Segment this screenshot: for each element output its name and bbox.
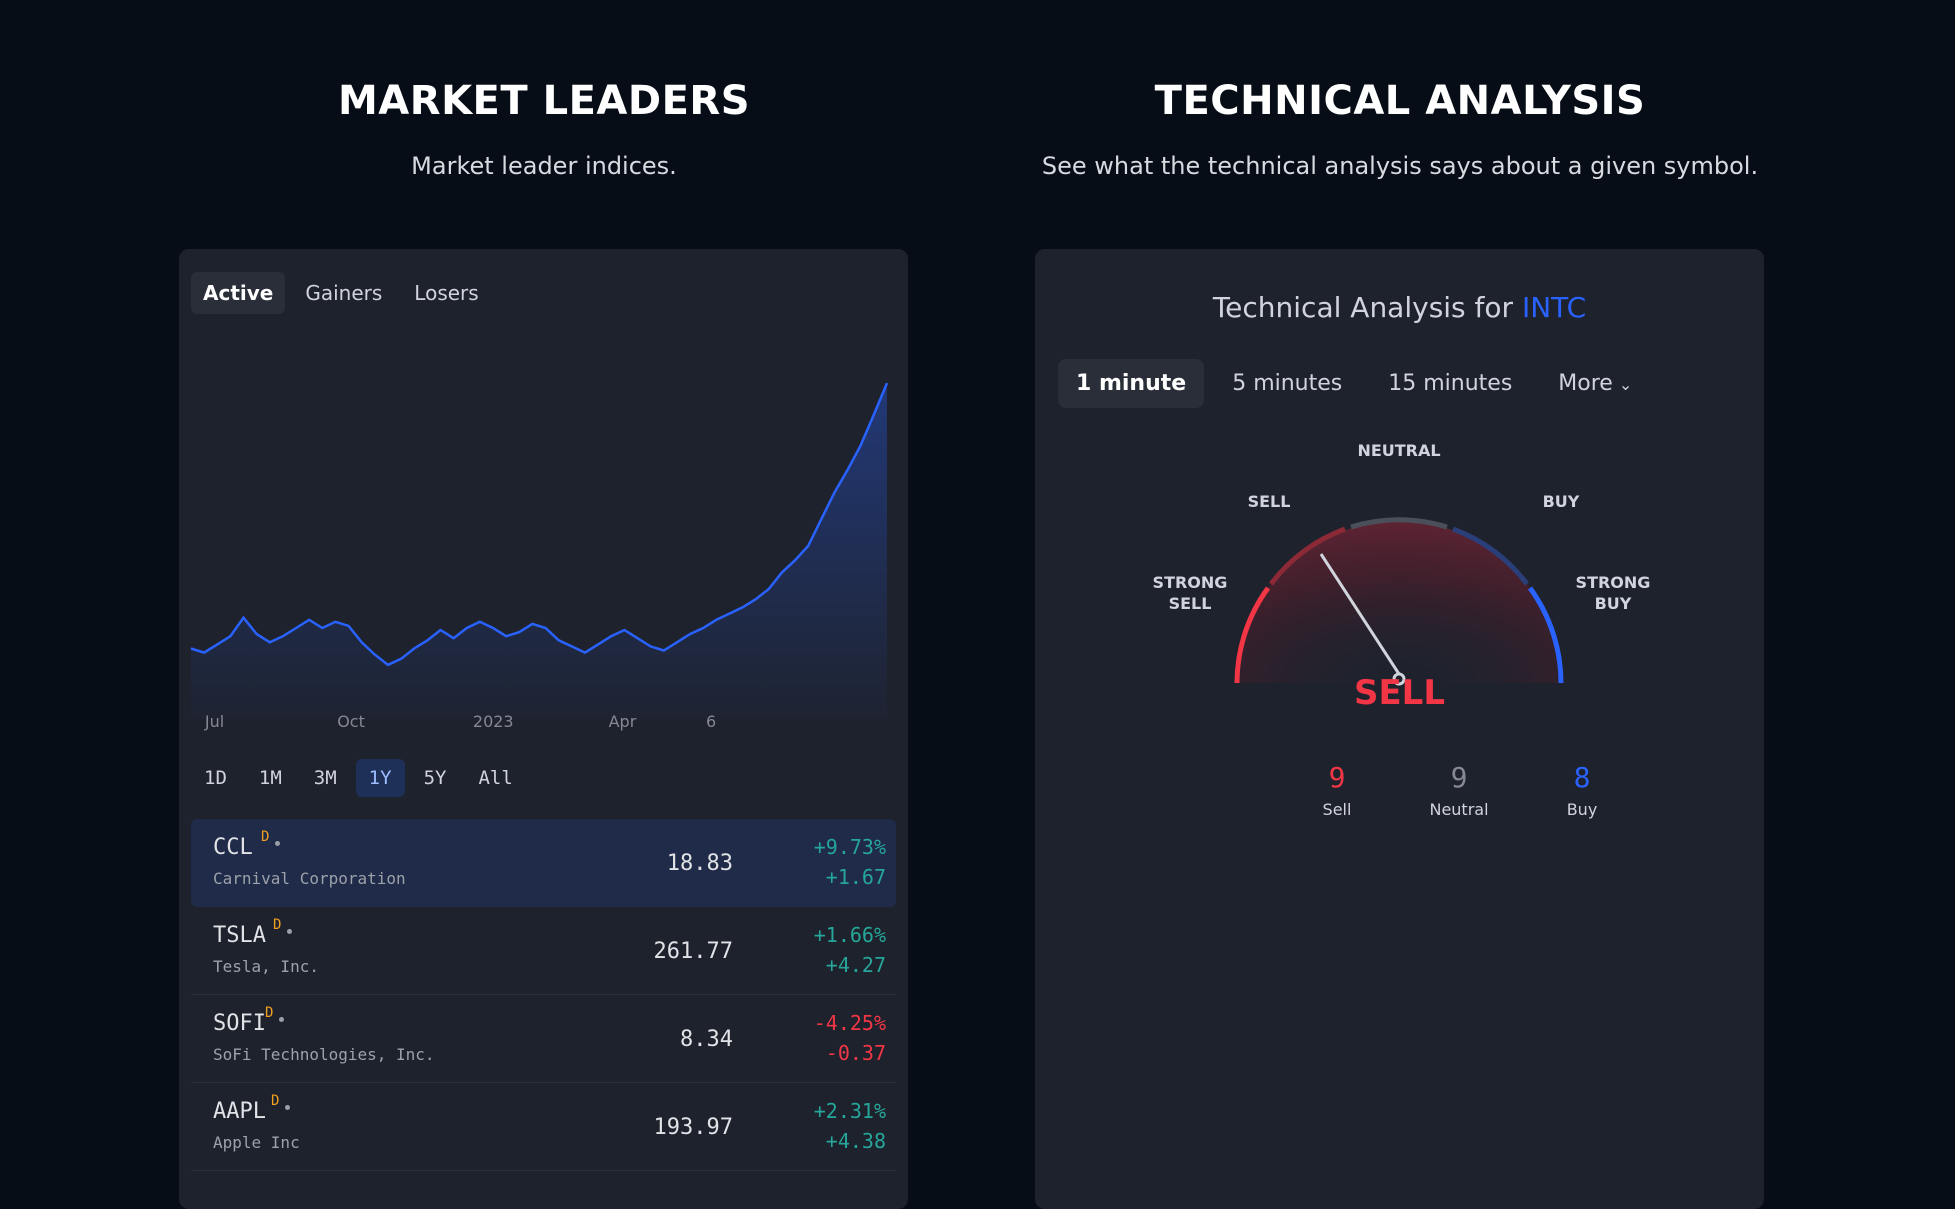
count-sell: 9 Sell	[1277, 761, 1397, 819]
label-sell: SELL	[1247, 492, 1291, 511]
chart-series-line	[190, 382, 889, 667]
delayed-badge: D	[261, 829, 270, 845]
stock-symbol: AAPL D	[213, 1093, 290, 1124]
change-percent: +2.31%	[813, 1099, 886, 1123]
stock-price: 193.97	[653, 1115, 733, 1140]
market-leaders-title: MARKET LEADERS	[338, 78, 750, 124]
stock-symbol: CCL D	[213, 829, 280, 860]
buy-count: 8	[1573, 761, 1591, 794]
neutral-count: 9	[1450, 761, 1468, 794]
arc-strong-buy	[1527, 586, 1564, 684]
leader-tabs: Active Gainers Losers	[191, 272, 491, 314]
ta-verdict: SELL	[1353, 673, 1446, 713]
label-strong-buy: STRONG BUY	[1575, 573, 1651, 613]
stock-row-aapl[interactable]: AAPL D Apple Inc 193.97 +2.31% +4.38	[191, 1083, 896, 1171]
change-absolute: -0.37	[825, 1041, 886, 1065]
stock-row-ccl[interactable]: CCL D Carnival Corporation 18.83 +9.73% +…	[191, 819, 896, 907]
ta-symbol-link[interactable]: INTC	[1521, 291, 1587, 324]
range-1m[interactable]: 1M	[258, 767, 282, 789]
x-tick-label: Jul	[204, 712, 224, 731]
interval-tabs: 1 minute 5 minutes 15 minutes More ⌄	[1058, 359, 1650, 408]
chevron-down-icon: ⌄	[1618, 375, 1633, 394]
company-name: Tesla, Inc.	[213, 957, 319, 976]
range-all[interactable]: All	[478, 767, 513, 789]
stock-symbol: TSLA D	[213, 917, 292, 948]
delayed-badge: D	[271, 1093, 280, 1109]
chart-area-fill	[191, 383, 887, 719]
interval-1-minute[interactable]: 1 minute	[1058, 359, 1205, 408]
company-name: Apple Inc	[213, 1133, 300, 1152]
company-name: SoFi Technologies, Inc.	[213, 1045, 435, 1064]
ta-heading: Technical Analysis for INTC	[1035, 291, 1764, 324]
change-absolute: +4.27	[825, 953, 886, 977]
change-absolute: +1.67	[825, 865, 886, 889]
interval-5-minutes[interactable]: 5 minutes	[1232, 371, 1343, 396]
tab-gainers[interactable]: Gainers	[305, 281, 383, 305]
stock-price: 8.34	[680, 1027, 733, 1052]
interval-15-minutes[interactable]: 15 minutes	[1388, 371, 1513, 396]
gauge-fill	[1237, 521, 1561, 683]
status-dot	[285, 1105, 290, 1110]
market-leaders-widget: Active Gainers Losers Jul Oct 2023 Apr 6 1D …	[179, 249, 908, 1209]
price-chart[interactable]: Jul Oct 2023 Apr 6	[179, 329, 908, 739]
label-neutral: NEUTRAL	[1357, 441, 1441, 460]
range-5y[interactable]: 5Y	[423, 767, 447, 789]
technical-analysis-title: TECHNICAL ANALYSIS	[1154, 78, 1646, 124]
label-buy: BUY	[1542, 492, 1580, 511]
needle-pivot	[1392, 672, 1406, 686]
delayed-badge: D	[273, 917, 282, 933]
sell-count-label: Sell	[1322, 800, 1352, 819]
arc-neutral	[1350, 517, 1448, 530]
ta-heading-prefix: Technical Analysis for	[1212, 291, 1514, 324]
gauge-needle	[1319, 553, 1401, 675]
technical-analysis-widget: Technical Analysis for INTC 1 minute 5 m…	[1035, 249, 1764, 1209]
range-1d[interactable]: 1D	[204, 767, 227, 789]
sell-count: 9	[1328, 761, 1346, 794]
neutral-count-label: Neutral	[1429, 800, 1489, 819]
delayed-badge: D	[265, 1005, 274, 1021]
stock-price: 261.77	[653, 939, 733, 964]
status-dot	[287, 929, 292, 934]
buy-count-label: Buy	[1566, 800, 1598, 819]
tab-active[interactable]: Active	[191, 272, 286, 314]
more-label: More	[1558, 371, 1613, 396]
more-intervals-button[interactable]: More ⌄	[1540, 359, 1650, 408]
status-dot	[279, 1017, 284, 1022]
x-tick-label: 2023	[473, 712, 514, 731]
change-absolute: +4.38	[825, 1129, 886, 1153]
status-dot	[275, 841, 280, 846]
change-percent: +1.66%	[813, 923, 886, 947]
stock-symbol: SOFI D	[213, 1005, 284, 1036]
arc-buy	[1452, 526, 1530, 586]
tab-losers[interactable]: Losers	[414, 281, 479, 305]
arc-strong-sell	[1234, 586, 1271, 684]
count-neutral: 9 Neutral	[1399, 761, 1519, 819]
stock-row-sofi[interactable]: SOFI D SoFi Technologies, Inc. 8.34 -4.25…	[191, 995, 896, 1083]
change-percent: +9.73%	[813, 835, 886, 859]
company-name: Carnival Corporation	[213, 869, 406, 888]
market-leaders-subtitle: Market leader indices.	[411, 152, 677, 180]
technical-analysis-subtitle: See what the technical analysis says abo…	[1041, 152, 1759, 180]
count-buy: 8 Buy	[1522, 761, 1642, 819]
arc-sell	[1268, 526, 1346, 586]
label-strong-sell: STRONG SELL	[1152, 573, 1228, 613]
range-1y[interactable]: 1Y	[355, 759, 405, 797]
stock-price: 18.83	[666, 851, 733, 876]
x-tick-label: 6	[706, 712, 716, 731]
stock-row-tsla[interactable]: TSLA D Tesla, Inc. 261.77 +1.66% +4.27	[191, 907, 896, 995]
gauge-meter	[1234, 517, 1564, 686]
stock-list: CCL D Carnival Corporation 18.83 +9.73% +…	[191, 819, 896, 1171]
change-percent: -4.25%	[813, 1011, 886, 1035]
range-3m[interactable]: 3M	[313, 767, 337, 789]
x-tick-label: Oct	[337, 712, 365, 731]
range-selector: 1D 1M 3M 1Y 5Y All	[191, 759, 526, 797]
x-tick-label: Apr	[609, 712, 637, 731]
